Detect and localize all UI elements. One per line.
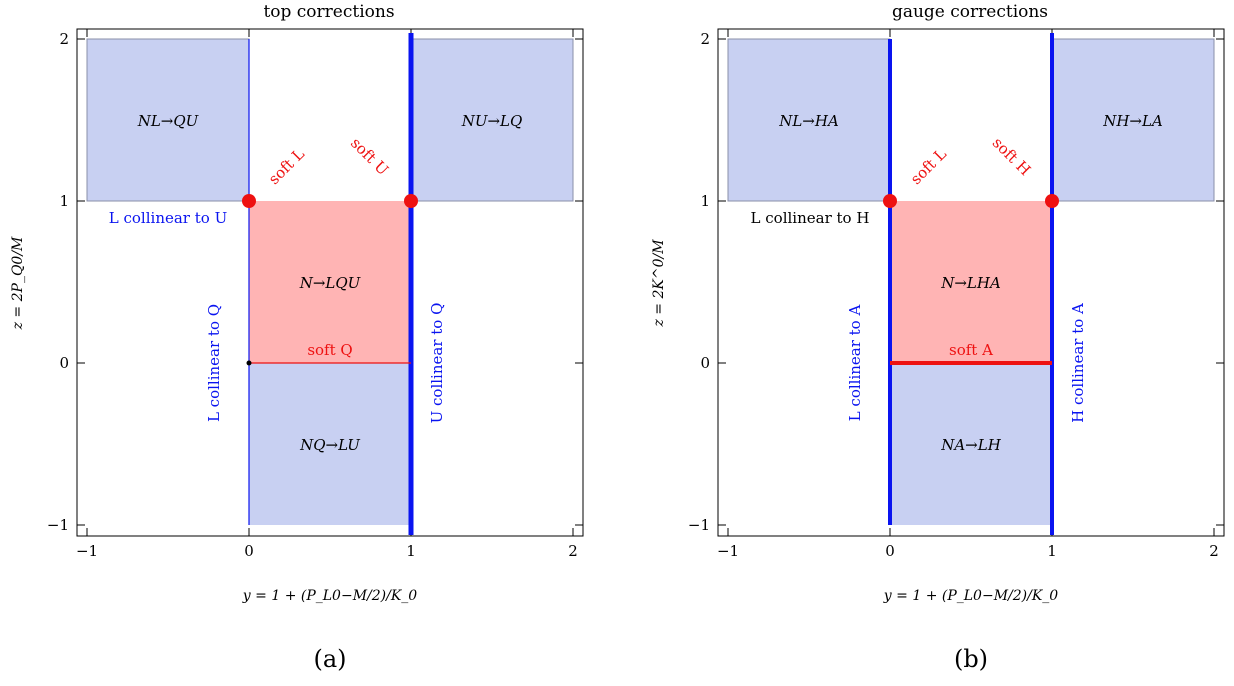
plot-frame — [717, 28, 1225, 537]
x-tick-label: 2 — [1209, 542, 1219, 560]
y-tick-label: 1 — [59, 192, 69, 210]
soft-point-right — [404, 194, 418, 208]
y-tick-label: −1 — [688, 516, 710, 534]
y-tick-label: 1 — [700, 192, 710, 210]
region-center — [249, 201, 411, 363]
y-tick-label: −1 — [47, 516, 69, 534]
collinear-left-label: L collinear to Q — [205, 304, 223, 422]
region-label-bottom: NA→LH — [940, 436, 1001, 454]
soft-right-label: soft H — [989, 134, 1034, 179]
x-tick-label: 1 — [406, 542, 416, 560]
region-bottom — [890, 363, 1052, 525]
region-label-top-right: NH→LA — [1102, 112, 1163, 130]
region-top-left — [727, 38, 891, 202]
soft-left-label: soft L — [265, 145, 308, 188]
soft-point-right — [1045, 194, 1059, 208]
soft-left-label: soft L — [907, 145, 950, 188]
y-tick-labels: 2 1 0 −1 — [47, 30, 69, 534]
region-label-center: N→LHA — [940, 274, 1001, 292]
x-tick-labels: −1 0 1 2 — [717, 542, 1219, 560]
y-tick-label: 2 — [59, 30, 69, 48]
region-label-top-right: NU→LQ — [461, 112, 523, 130]
region-top-left — [86, 38, 250, 202]
x-tick-label: 0 — [244, 542, 254, 560]
soft-bottom-label: soft Q — [307, 341, 352, 359]
y-axis-label: z = 2K^0/M — [651, 239, 667, 328]
x-tick-labels: −1 0 1 2 — [76, 542, 578, 560]
region-bottom — [249, 363, 411, 525]
x-tick-label: −1 — [76, 542, 98, 560]
x-axis-label: y = 1 + (P_L0−M/2)/K_0 — [883, 588, 1058, 604]
collinear-top-label: L collinear to U — [109, 209, 227, 227]
region-label-bottom: NQ→LU — [299, 436, 361, 454]
x-axis-label: y = 1 + (P_L0−M/2)/K_0 — [242, 588, 417, 604]
plot-frame — [76, 28, 584, 537]
y-tick-labels: 2 1 0 −1 — [688, 30, 710, 534]
region-center — [890, 201, 1052, 363]
origin-dot — [246, 360, 252, 366]
caption: (a) — [313, 645, 346, 673]
soft-bottom-label: soft A — [949, 341, 993, 359]
x-tick-label: −1 — [717, 542, 739, 560]
x-tick-label: 0 — [885, 542, 895, 560]
y-tick-label: 0 — [700, 354, 710, 372]
soft-point-left — [883, 194, 897, 208]
soft-right-label: soft U — [347, 134, 392, 179]
collinear-right-label: H collinear to A — [1069, 303, 1087, 423]
region-top-right — [1051, 38, 1215, 202]
collinear-right-label: U collinear to Q — [428, 303, 446, 424]
region-label-top-left: NL→HA — [778, 112, 839, 130]
x-tick-label: 2 — [568, 542, 578, 560]
panel-b-title: gauge corrections — [892, 2, 1048, 22]
panel-b: gauge corrections −1 0 1 2 2 1 0 — [651, 2, 1225, 673]
y-ticks — [718, 38, 1224, 526]
y-axis-label: z = 2P_Q0/M — [10, 236, 26, 330]
region-label-center: N→LQU — [299, 274, 362, 292]
region-top-right — [410, 38, 574, 202]
x-tick-label: 1 — [1047, 542, 1057, 560]
caption: (b) — [954, 645, 988, 673]
region-label-top-left: NL→QU — [137, 112, 200, 130]
collinear-left-label: L collinear to A — [846, 305, 864, 422]
soft-point-left — [242, 194, 256, 208]
y-ticks — [77, 38, 583, 526]
panel-a-title: top corrections — [263, 2, 394, 22]
y-tick-label: 0 — [59, 354, 69, 372]
collinear-top-label: L collinear to H — [751, 209, 870, 227]
y-tick-label: 2 — [700, 30, 710, 48]
panel-a: top corrections −1 0 1 2 2 1 — [10, 2, 584, 673]
